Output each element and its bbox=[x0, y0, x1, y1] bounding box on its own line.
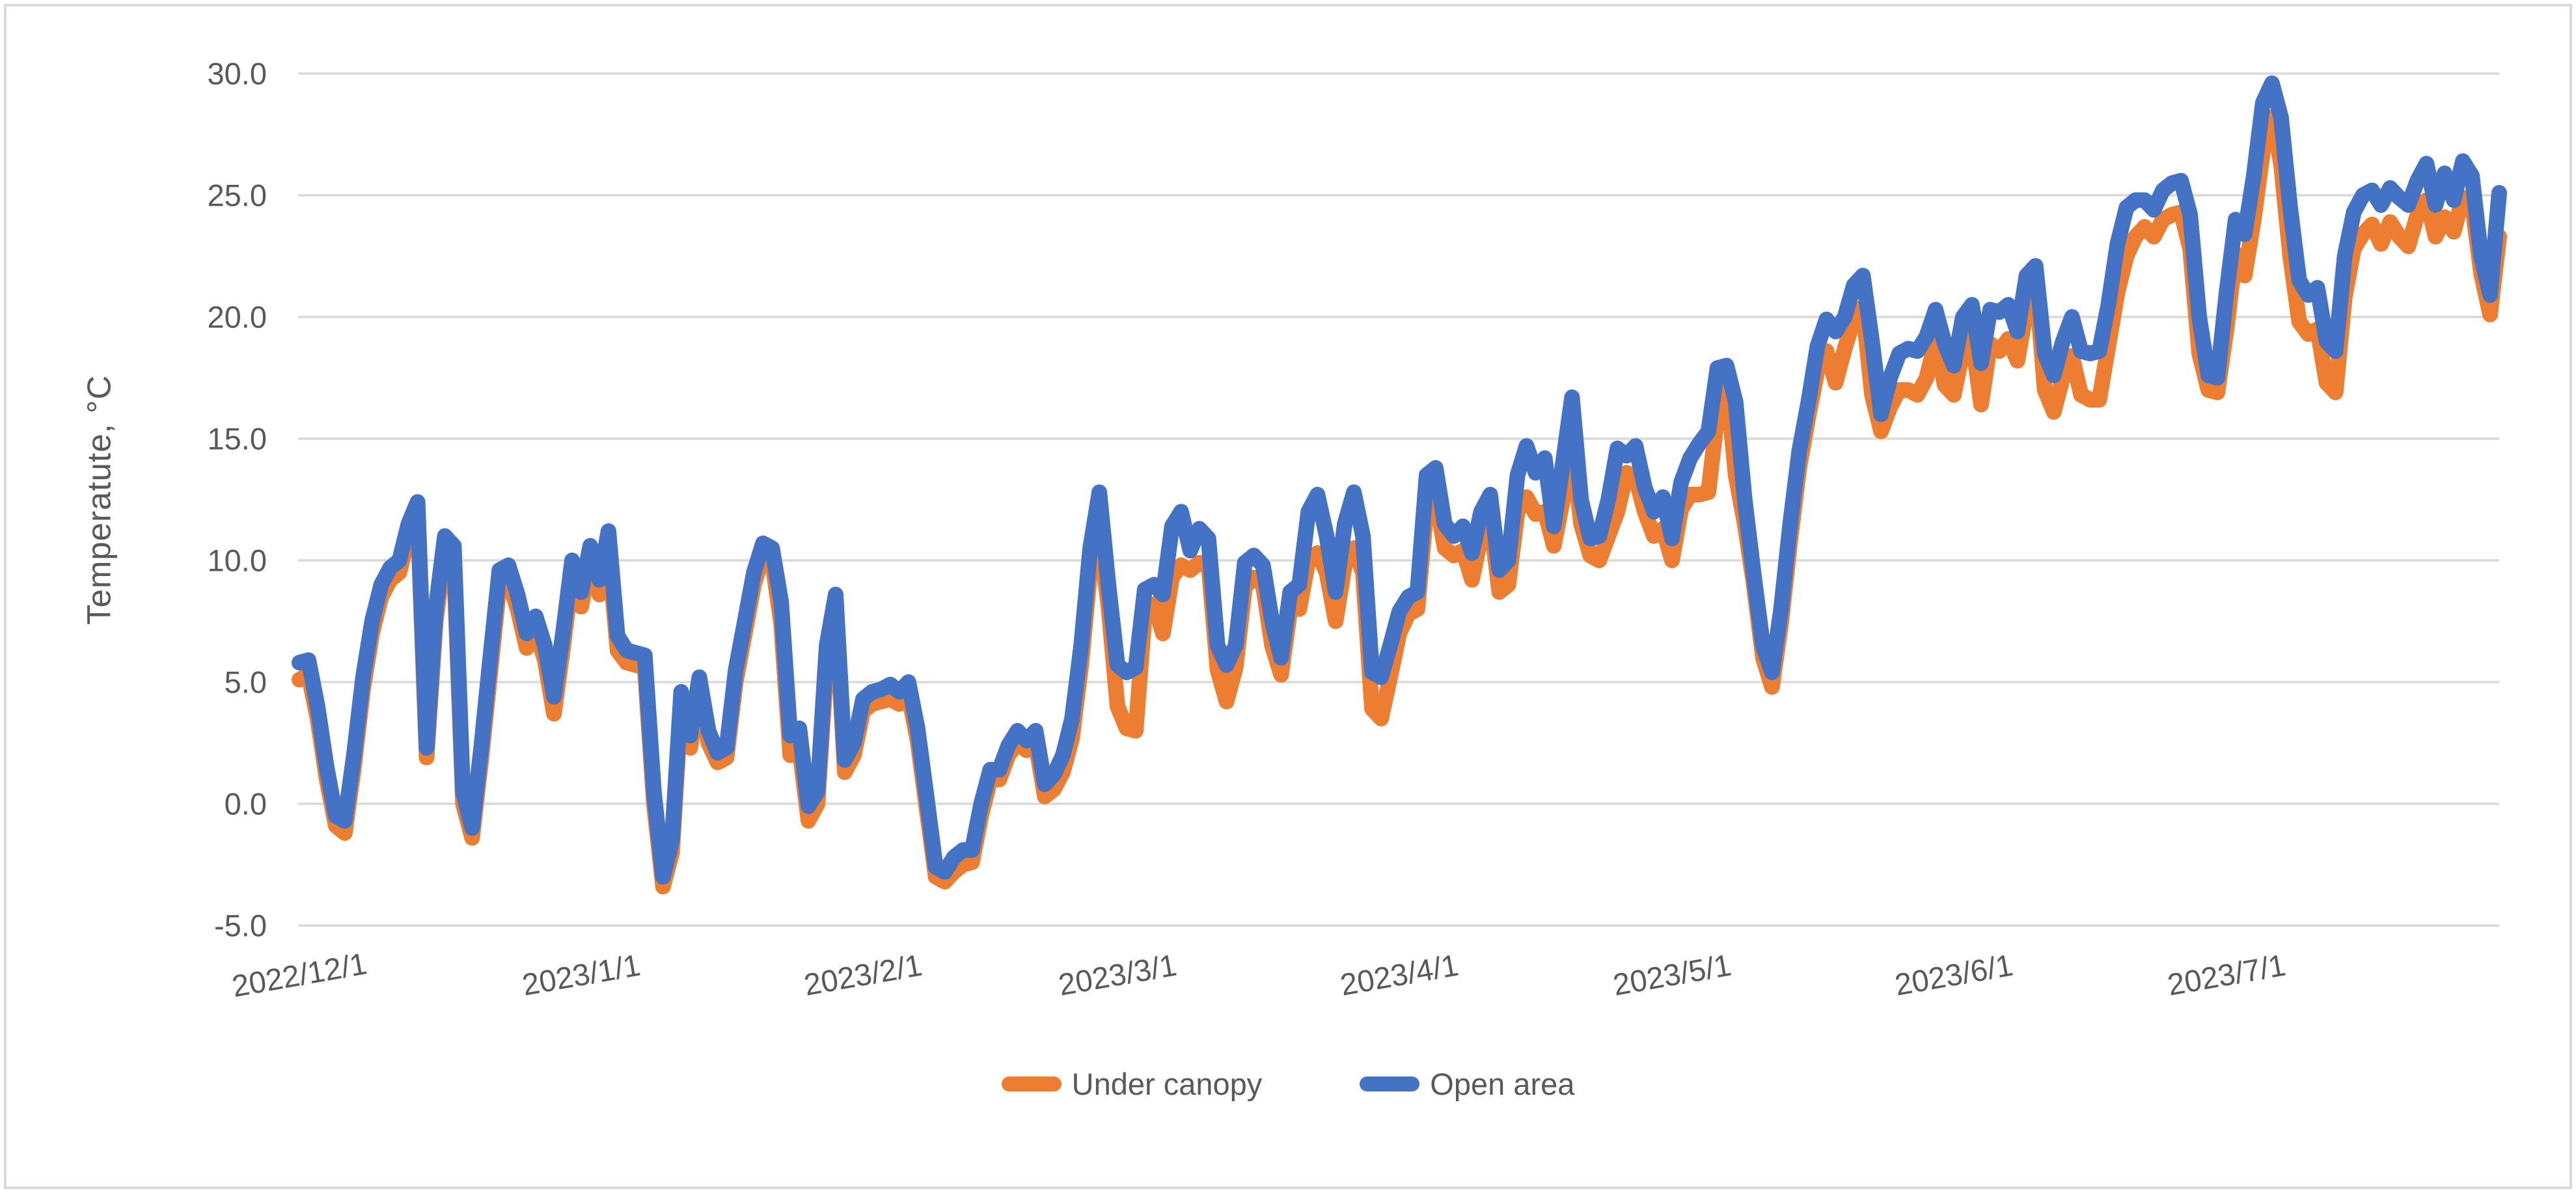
y-tick-label: 20.0 bbox=[207, 299, 267, 335]
series-line-open-area bbox=[292, 75, 2507, 885]
y-tick-label: 25.0 bbox=[207, 178, 267, 213]
series-line-under-canopy bbox=[292, 109, 2507, 895]
y-tick-label: 0.0 bbox=[224, 786, 267, 821]
legend-item-under-canopy: Under canopy bbox=[1001, 1066, 1263, 1102]
gridlines bbox=[298, 72, 2499, 927]
legend-label: Under canopy bbox=[1071, 1067, 1263, 1101]
series-lines bbox=[292, 75, 2507, 895]
y-axis-title: Temperatute, °C bbox=[80, 374, 118, 625]
y-tick-label: 30.0 bbox=[207, 56, 267, 91]
y-tick-label: 10.0 bbox=[207, 543, 267, 578]
y-tick-label: -5.0 bbox=[214, 908, 267, 943]
legend-item-open-area: Open area bbox=[1360, 1066, 1574, 1102]
legend-swatch bbox=[1001, 1076, 1062, 1091]
y-tick-label: 5.0 bbox=[224, 665, 267, 700]
legend-swatch bbox=[1360, 1076, 1420, 1091]
legend-label: Open area bbox=[1430, 1067, 1575, 1101]
y-tick-label: 15.0 bbox=[207, 421, 267, 456]
legend: Under canopy Open area bbox=[0, 1066, 2576, 1102]
